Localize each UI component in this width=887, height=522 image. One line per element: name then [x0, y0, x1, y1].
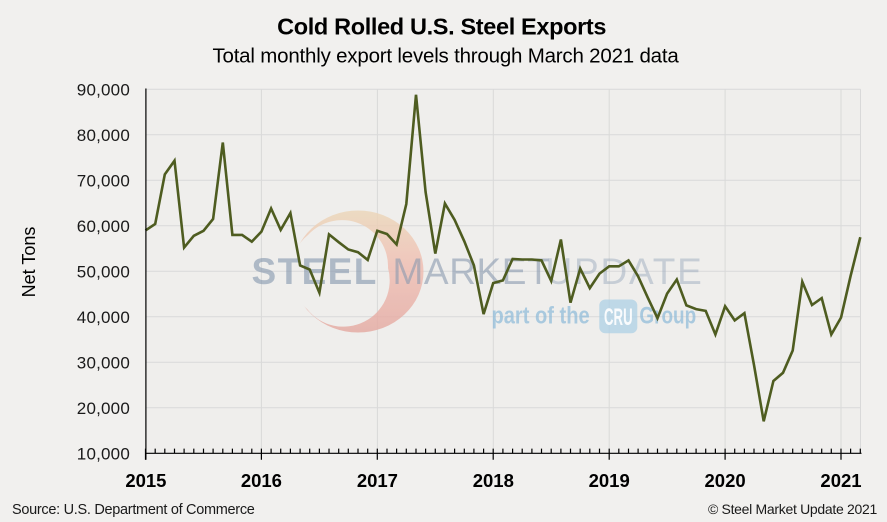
- svg-text:UPDATE: UPDATE: [546, 251, 704, 292]
- svg-text:90,000: 90,000: [77, 80, 130, 99]
- svg-text:2016: 2016: [241, 470, 282, 491]
- svg-text:© Steel Market Update 2021: © Steel Market Update 2021: [708, 501, 878, 517]
- svg-text:60,000: 60,000: [77, 217, 130, 236]
- svg-text:2015: 2015: [125, 470, 166, 491]
- svg-text:Source: U.S. Department of Com: Source: U.S. Department of Commerce: [12, 502, 255, 518]
- svg-text:2020: 2020: [705, 470, 746, 491]
- svg-text:2018: 2018: [473, 470, 514, 491]
- svg-text:70,000: 70,000: [77, 171, 130, 190]
- svg-text:CRU: CRU: [604, 304, 633, 331]
- svg-text:80,000: 80,000: [77, 126, 130, 145]
- svg-text:20,000: 20,000: [77, 399, 130, 418]
- svg-text:30,000: 30,000: [77, 353, 130, 372]
- svg-text:Net Tons: Net Tons: [19, 227, 39, 298]
- svg-text:Cold Rolled U.S. Steel Exports: Cold Rolled U.S. Steel Exports: [277, 14, 606, 40]
- svg-text:2017: 2017: [357, 470, 398, 491]
- svg-text:Total monthly export levels th: Total monthly export levels through Marc…: [212, 45, 679, 68]
- svg-text:50,000: 50,000: [77, 262, 130, 281]
- svg-text:2019: 2019: [589, 470, 630, 491]
- svg-text:40,000: 40,000: [77, 308, 130, 327]
- svg-text:part of the: part of the: [492, 302, 590, 329]
- svg-text:2021: 2021: [820, 470, 861, 491]
- svg-text:10,000: 10,000: [77, 444, 130, 463]
- svg-text:STEEL: STEEL: [252, 251, 378, 292]
